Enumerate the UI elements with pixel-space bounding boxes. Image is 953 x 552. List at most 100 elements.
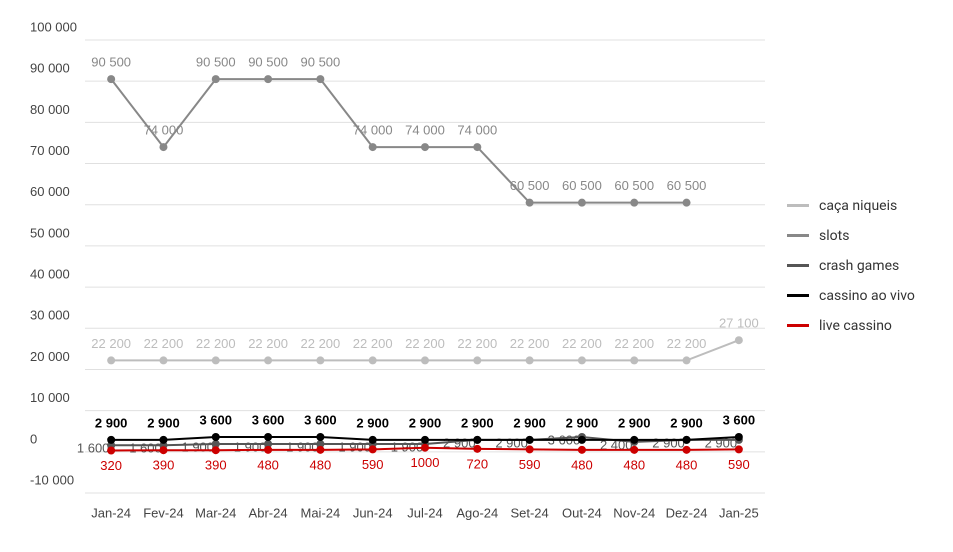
data-label: 90 500 xyxy=(248,55,288,70)
data-point xyxy=(211,446,220,455)
data-label: 3 600 xyxy=(723,412,756,427)
data-point xyxy=(316,356,325,365)
y-tick-label: 90 000 xyxy=(30,61,70,76)
data-point xyxy=(682,198,691,207)
data-point xyxy=(421,443,429,452)
data-point xyxy=(682,445,691,454)
data-label: 480 xyxy=(676,457,698,472)
data-label: 74 000 xyxy=(353,123,393,138)
x-tick-label: Abr-24 xyxy=(249,505,288,520)
data-point xyxy=(630,356,639,365)
data-label: 22 200 xyxy=(196,336,236,351)
x-tick-label: Ago-24 xyxy=(456,505,498,520)
x-tick-label: Jul-24 xyxy=(407,505,442,520)
data-label: 320 xyxy=(100,458,122,473)
y-tick-label: 100 000 xyxy=(30,19,77,34)
legend-label: slots xyxy=(819,228,850,244)
data-label: 1 900 xyxy=(391,439,424,454)
data-point xyxy=(525,435,534,444)
data-point xyxy=(159,143,168,152)
data-point xyxy=(473,435,482,444)
data-label: 1 600 xyxy=(77,441,110,456)
data-point xyxy=(107,75,116,84)
y-tick-label: 0 xyxy=(30,431,37,446)
legend-label: crash games xyxy=(819,258,900,274)
data-label: 2 900 xyxy=(495,435,528,450)
data-label: 22 200 xyxy=(510,336,550,351)
data-point xyxy=(630,198,639,207)
data-label: 74 000 xyxy=(144,123,184,138)
legend-item: slots xyxy=(787,226,927,246)
data-label: 720 xyxy=(466,456,488,471)
data-point xyxy=(211,356,220,365)
legend-label: caça niqueis xyxy=(819,198,898,214)
data-point xyxy=(264,432,273,441)
data-label: 390 xyxy=(153,458,175,473)
legend-swatch xyxy=(787,324,809,327)
data-label: 2 900 xyxy=(95,415,128,430)
legend-swatch xyxy=(787,234,809,237)
data-point xyxy=(577,198,586,207)
data-label: 27 100 xyxy=(719,316,759,331)
x-tick-label: Jan-24 xyxy=(91,505,131,520)
data-label: 90 500 xyxy=(196,55,236,70)
data-label: 3 600 xyxy=(304,412,337,427)
data-point xyxy=(368,435,377,444)
y-tick-label: 50 000 xyxy=(30,225,70,240)
data-point xyxy=(264,75,273,84)
data-label: 480 xyxy=(623,457,645,472)
data-label: 74 000 xyxy=(405,123,445,138)
data-label: 60 500 xyxy=(562,178,602,193)
data-label: 1 900 xyxy=(338,439,371,454)
data-point xyxy=(368,356,377,365)
data-label: 60 500 xyxy=(667,178,707,193)
data-point xyxy=(211,432,220,441)
data-label: 2 900 xyxy=(356,415,389,430)
x-tick-label: Set-24 xyxy=(510,505,548,520)
y-tick-label: 40 000 xyxy=(30,267,70,282)
x-tick-label: Jun-24 xyxy=(353,505,393,520)
data-point xyxy=(159,435,168,444)
data-label: 22 200 xyxy=(667,336,707,351)
data-point xyxy=(368,445,377,454)
data-label: 22 200 xyxy=(301,336,341,351)
y-tick-label: 60 000 xyxy=(30,184,70,199)
data-label: 590 xyxy=(728,457,750,472)
legend-swatch xyxy=(787,264,809,267)
data-label: 390 xyxy=(205,458,227,473)
data-point xyxy=(107,356,116,365)
data-point xyxy=(682,356,691,365)
data-label: 2 900 xyxy=(566,415,599,430)
data-label: 480 xyxy=(257,457,279,472)
data-label: 74 000 xyxy=(457,123,497,138)
data-point xyxy=(525,445,534,454)
legend-item: live cassino xyxy=(787,316,927,336)
data-point xyxy=(577,356,586,365)
data-point xyxy=(316,439,325,448)
legend: caça niqueis slots crash games cassino ao v… xyxy=(787,196,927,346)
x-tick-label: Fev-24 xyxy=(143,505,183,520)
data-label: 1000 xyxy=(411,455,440,470)
legend-item: cassino ao vivo xyxy=(787,286,927,306)
data-point xyxy=(316,445,325,454)
data-label: 2 900 xyxy=(618,415,651,430)
x-tick-label: Jan-25 xyxy=(719,505,759,520)
data-point xyxy=(264,439,273,448)
data-label: 480 xyxy=(310,457,332,472)
y-tick-label: 10 000 xyxy=(30,390,70,405)
data-point xyxy=(368,143,377,152)
data-label: 60 500 xyxy=(614,178,654,193)
data-label: 22 200 xyxy=(248,336,288,351)
data-point xyxy=(734,445,743,454)
data-point xyxy=(734,336,743,345)
data-point xyxy=(211,439,220,448)
data-point xyxy=(473,356,482,365)
data-point xyxy=(159,446,168,455)
data-point xyxy=(525,198,534,207)
legend-item: crash games xyxy=(787,256,927,276)
legend-label: live cassino xyxy=(819,318,892,334)
x-tick-label: Nov-24 xyxy=(613,505,655,520)
data-label: 90 500 xyxy=(301,55,341,70)
data-label: 590 xyxy=(362,457,384,472)
